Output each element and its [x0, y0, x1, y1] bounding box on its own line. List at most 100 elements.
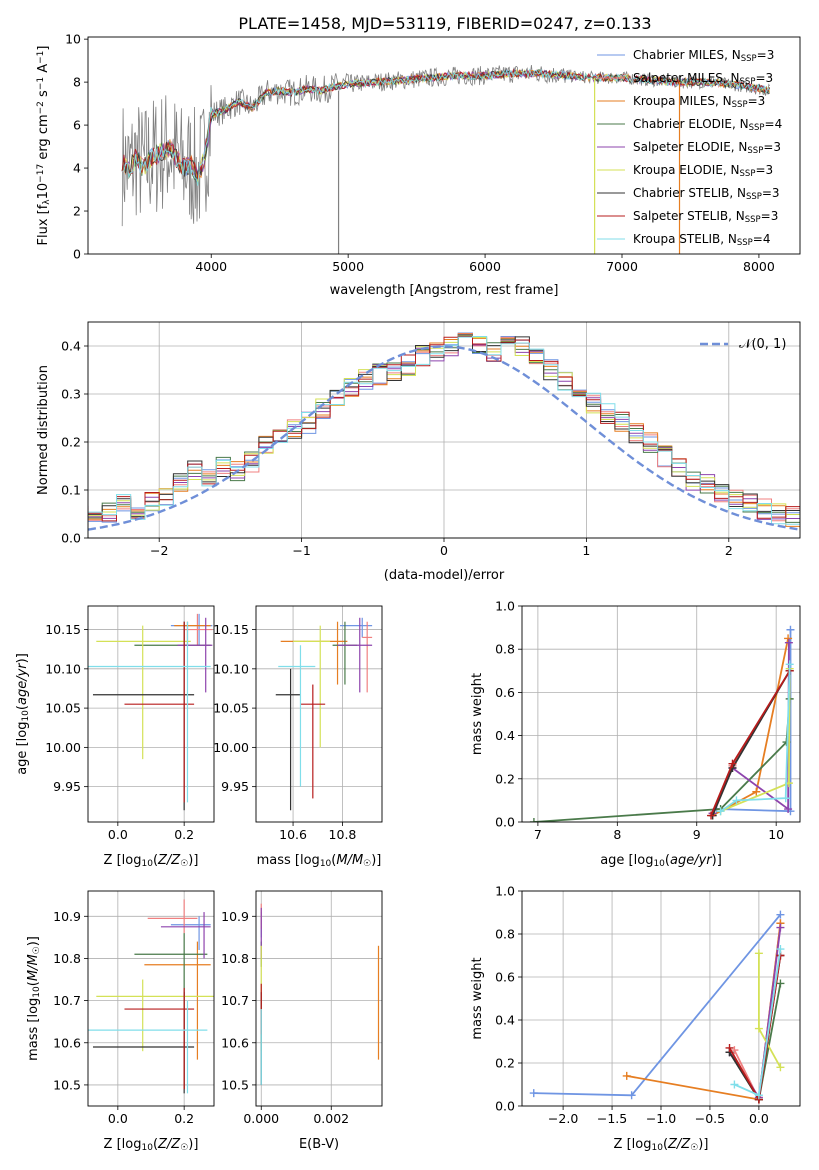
- legend-label: Kroupa MILES, NSSP=3: [633, 94, 765, 110]
- x-tick-label: −0.5: [695, 1111, 725, 1126]
- legend-text: Chabrier ELODIE, N: [633, 117, 749, 131]
- errorbar-point-kroupa-elodie: [293, 625, 331, 748]
- legend-label: Salpeter ELODIE, NSSP=3: [633, 140, 781, 156]
- legend-tail: =3: [755, 71, 773, 85]
- axis-label: mass [log10(M/M☉)]: [26, 936, 42, 1061]
- legend-sub: SSP: [740, 77, 756, 87]
- axes-frame: [87, 605, 215, 823]
- massweight-marker: [725, 1043, 734, 1052]
- errorbar-point-salpeter-miles: [362, 621, 373, 693]
- massweight-marker: [716, 807, 725, 816]
- x-tick-label: 0.000: [243, 1111, 279, 1126]
- axes-frame: [255, 890, 383, 1107]
- y-tick-label: 0.6: [495, 970, 515, 985]
- axis-label: mass [log10(M/M☉)]: [257, 853, 382, 869]
- y-tick-label: 10.05: [213, 701, 249, 716]
- errorbar-point-salpeter-elodie: [337, 617, 373, 693]
- massweight-marker: [730, 1080, 739, 1089]
- y-tick-label: 0.4: [495, 728, 515, 743]
- legend-label: Salpeter MILES, NSSP=3: [633, 71, 773, 87]
- y-tick-label: 0.0: [495, 1099, 515, 1114]
- massweight-line-kroupa-stelib: [720, 664, 791, 812]
- x-tick-label: 10.6: [279, 827, 307, 842]
- legend-sub: SSP: [749, 123, 765, 133]
- panel-massweight-vs-Z: −2.0 −1.5 −1.0 −0.5 0.0 0.0 0.2 0.4 0.6 0.8 1.0 Z […: [470, 884, 801, 1153]
- massweight-marker: [776, 979, 785, 988]
- massweight-marker: [622, 1071, 631, 1080]
- x-tick-label: 7000: [606, 259, 638, 274]
- errorbar-point-kroupa-stelib: [88, 1000, 208, 1094]
- errorbar-point-salpeter-stelib: [124, 987, 195, 1090]
- y-tick-label: 0.2: [61, 435, 81, 450]
- legend-tail: =3: [761, 209, 779, 223]
- panel-massweight-vs-age: 7 8 9 10 0.0 0.2 0.4 0.6 0.8 1.0 age [log10(age/yr…: [470, 599, 801, 869]
- y-tick-label: 0: [73, 247, 81, 262]
- massweight-marker: [728, 759, 737, 768]
- errorbar-point-chabrier-miles: [170, 916, 211, 951]
- errorbar-plot-area: [88, 613, 213, 811]
- errorbar-point-salpeter-elodie: [177, 617, 213, 693]
- massweight-plot-area: [529, 910, 785, 1104]
- legend-sub: SSP: [746, 192, 762, 202]
- legend-tail: =4: [765, 117, 783, 131]
- errorbar-point-kroupa-elodie: [96, 979, 214, 1052]
- x-tick-label: −2.0: [548, 1111, 578, 1126]
- errorbar-point-chabrier-elodie: [134, 933, 208, 1090]
- legend-tail: =3: [763, 140, 781, 154]
- panel-mass-vs-Z: 0.0 0.2 10.5 10.6 10.7 10.8 10.9 Z [log10(Z/Z☉)…: [26, 890, 215, 1153]
- x-tick-label: 0.0: [108, 827, 128, 842]
- y-tick-label: 10.10: [45, 661, 81, 676]
- y-axis-label: Normed distribution: [36, 365, 51, 495]
- y-tick-label: 9.95: [53, 779, 81, 794]
- residual-plot-area: [88, 332, 800, 531]
- x-tick-label: 0.2: [174, 827, 194, 842]
- axis-label: age [log10(age/yr)]: [15, 653, 31, 775]
- y-tick-label: 10.9: [53, 909, 81, 924]
- x-tick-label: 10: [768, 827, 784, 842]
- x-tick-label: 6000: [469, 259, 501, 274]
- massweight-marker: [754, 949, 763, 958]
- panel-age-vs-mass: 10.6 10.8 9.95 10.00 10.05 10.10 10.15 mass [lo…: [213, 605, 383, 869]
- y-tick-label: 10.15: [213, 622, 249, 637]
- y-tick-label: 6: [73, 118, 81, 133]
- x-tick-label: 0.0: [108, 1111, 128, 1126]
- errorbar-point-chabrier-stelib: [92, 621, 195, 811]
- massweight-marker: [786, 625, 795, 634]
- massweight-marker: [784, 805, 793, 814]
- y-tick-label: 0.0: [495, 815, 515, 830]
- y-tick-label: 10.8: [221, 951, 249, 966]
- axes-frame: [87, 890, 215, 1107]
- legend-sub: SSP: [732, 100, 748, 110]
- massweight-marker: [776, 910, 785, 919]
- y-tick-label: 10.8: [53, 951, 81, 966]
- massweight-marker: [627, 1091, 636, 1100]
- y-tick-label: 10.00: [45, 740, 81, 755]
- axes-frame: [87, 36, 801, 255]
- legend-sub: SSP: [741, 54, 757, 64]
- massweight-line-chabrier-elodie: [533, 698, 791, 822]
- massweight-marker: [529, 818, 538, 822]
- y-tick-label: 9.95: [221, 779, 249, 794]
- x-axis-label: (data-model)/error: [384, 568, 505, 583]
- legend-text: Chabrier MILES, N: [633, 48, 741, 62]
- massweight-marker: [776, 923, 785, 932]
- errorbar-point-salpeter-miles: [147, 899, 198, 934]
- y-tick-label: 4: [73, 161, 81, 176]
- y-axis-label: mass weight: [470, 673, 485, 755]
- x-tick-label: 9: [693, 827, 701, 842]
- legend-tail: =4: [753, 232, 771, 246]
- x-tick-label: 7: [534, 827, 542, 842]
- y-tick-label: 0.8: [495, 927, 515, 942]
- legend-text: Chabrier STELIB, N: [633, 186, 746, 200]
- model-spectrum-salpeter-stelib: [121, 68, 770, 179]
- axis-label: Z [log10(Z/Z☉)]: [104, 1137, 199, 1153]
- legend-sub: SSP: [745, 215, 761, 225]
- x-tick-label: 0.002: [313, 1111, 349, 1126]
- y-tick-label: 10.6: [53, 1035, 81, 1050]
- y-tick-label: 0.1: [61, 483, 81, 498]
- massweight-marker: [730, 1046, 739, 1055]
- y-tick-label: 10.10: [213, 661, 249, 676]
- errorbar-point-salpeter-stelib: [124, 621, 195, 803]
- errorbar-point-salpeter-stelib: [300, 684, 326, 799]
- y-tick-label: 10: [65, 32, 81, 47]
